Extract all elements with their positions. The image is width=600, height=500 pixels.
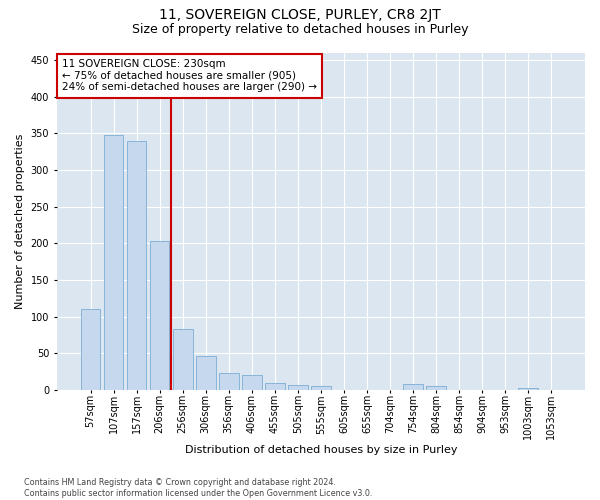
Bar	[196, 356, 215, 390]
Bar	[311, 386, 331, 390]
X-axis label: Distribution of detached houses by size in Purley: Distribution of detached houses by size …	[185, 445, 457, 455]
Bar	[127, 140, 146, 390]
Bar	[518, 388, 538, 390]
Bar	[173, 329, 193, 390]
Text: 11, SOVEREIGN CLOSE, PURLEY, CR8 2JT: 11, SOVEREIGN CLOSE, PURLEY, CR8 2JT	[159, 8, 441, 22]
Text: Size of property relative to detached houses in Purley: Size of property relative to detached ho…	[132, 22, 468, 36]
Bar	[81, 309, 100, 390]
Bar	[265, 382, 284, 390]
Text: 11 SOVEREIGN CLOSE: 230sqm
← 75% of detached houses are smaller (905)
24% of sem: 11 SOVEREIGN CLOSE: 230sqm ← 75% of deta…	[62, 59, 317, 92]
Bar	[288, 385, 308, 390]
Bar	[104, 136, 124, 390]
Bar	[219, 373, 239, 390]
Text: Contains HM Land Registry data © Crown copyright and database right 2024.
Contai: Contains HM Land Registry data © Crown c…	[24, 478, 373, 498]
Bar	[403, 384, 423, 390]
Bar	[150, 241, 169, 390]
Bar	[426, 386, 446, 390]
Y-axis label: Number of detached properties: Number of detached properties	[15, 134, 25, 309]
Bar	[242, 375, 262, 390]
